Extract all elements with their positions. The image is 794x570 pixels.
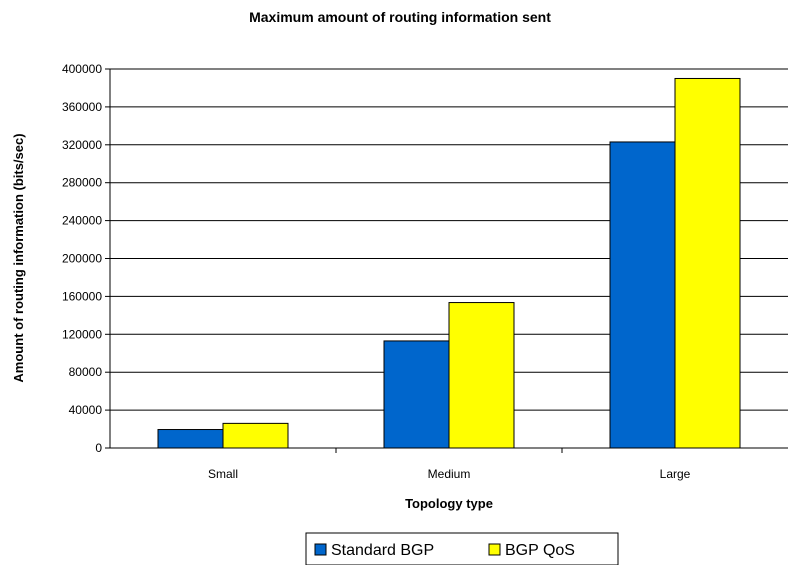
x-tick-label: Large (660, 467, 691, 481)
bar-bgp-qos-small (222, 422, 289, 449)
y-tick-label: 160000 (62, 289, 102, 303)
y-tick-label: 240000 (62, 214, 102, 228)
bar-bgp-qos-large (674, 77, 741, 449)
x-tick-label: Medium (428, 467, 471, 481)
y-tick-labels: 0 40000 80000 120000 160000 200000 240000 28000… (62, 62, 110, 455)
y-tick-label: 120000 (62, 327, 102, 341)
x-tick-label: Small (208, 467, 238, 481)
bar-standard-bgp-small (157, 429, 224, 449)
bar-standard-bgp-large (609, 141, 676, 449)
y-tick-label: 360000 (62, 100, 102, 114)
y-tick-label: 200000 (62, 252, 102, 266)
legend-label-standard-bgp: Standard BGP (331, 542, 434, 559)
y-tick-label: 320000 (62, 138, 102, 152)
chart-title: Maximum amount of routing information se… (249, 9, 551, 25)
bar-standard-bgp-medium (383, 340, 450, 449)
x-tick-labels: Small Medium Large (208, 448, 691, 481)
y-tick-label: 80000 (69, 365, 103, 379)
y-tick-label: 0 (95, 441, 102, 455)
gridlines (110, 68, 788, 411)
legend: Standard BGP BGP QoS (305, 532, 619, 566)
bar-bgp-qos-medium (448, 302, 515, 449)
bars (157, 77, 741, 449)
legend-box (305, 532, 619, 566)
y-tick-label: 40000 (69, 403, 103, 417)
legend-swatch-bgp-qos (488, 543, 501, 556)
legend-swatch-standard-bgp (314, 543, 327, 556)
x-axis-label: Topology type (405, 496, 493, 511)
y-tick-label: 280000 (62, 176, 102, 190)
y-tick-label: 400000 (62, 62, 102, 76)
y-axis-label: Amount of routing information (bits/sec) (11, 133, 26, 382)
legend-label-bgp-qos: BGP QoS (505, 542, 575, 559)
